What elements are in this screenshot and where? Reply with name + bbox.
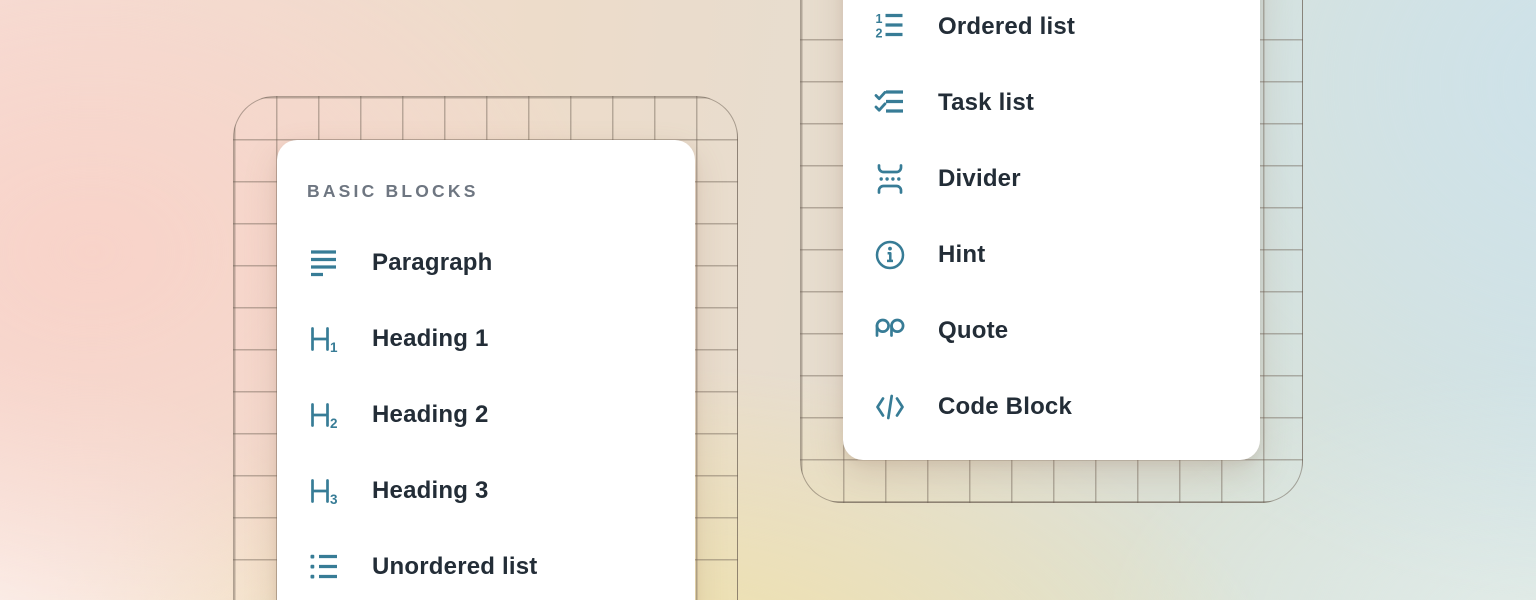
heading-2-icon: 2 <box>307 398 341 432</box>
menu-item[interactable]: 1 Heading 1 <box>277 301 695 377</box>
unordered-list-icon <box>307 550 341 584</box>
menu-item-label: Hint <box>938 241 986 268</box>
menu-item-label: Heading 1 <box>372 325 489 352</box>
heading-1-icon: 1 <box>307 322 341 356</box>
menu-item[interactable]: Divider <box>843 141 1260 217</box>
code-block-icon <box>873 390 907 424</box>
svg-text:2: 2 <box>330 416 338 431</box>
menu-item[interactable]: Hint <box>843 217 1260 293</box>
basic-blocks-menu: BASIC BLOCKS Paragraph 1 Heading 1 2 Hea… <box>277 140 695 600</box>
menu-item[interactable]: 3 Heading 3 <box>277 453 695 529</box>
section-title: BASIC BLOCKS <box>307 181 479 201</box>
svg-text:2: 2 <box>876 27 883 41</box>
menu-item-label: Quote <box>938 317 1009 344</box>
menu-list: Paragraph 1 Heading 1 2 Heading 2 3 Head… <box>277 225 695 600</box>
menu-item-label: Code Block <box>938 393 1073 420</box>
menu-item-label: Ordered list <box>938 13 1076 40</box>
menu-item-label: Heading 2 <box>372 401 489 428</box>
menu-item[interactable]: Unordered list <box>277 529 695 600</box>
menu-item[interactable]: Paragraph <box>277 225 695 301</box>
paragraph-icon <box>307 246 341 280</box>
menu-item[interactable]: Code Block <box>843 369 1260 445</box>
menu-item[interactable]: Quote <box>843 293 1260 369</box>
heading-3-icon: 3 <box>307 474 341 508</box>
menu-item-label: Divider <box>938 165 1021 192</box>
menu-item-label: Paragraph <box>372 249 493 276</box>
svg-text:3: 3 <box>330 492 338 507</box>
menu-item[interactable]: Task list <box>843 65 1260 141</box>
quote-icon <box>873 314 907 348</box>
menu-item-label: Unordered list <box>372 553 538 580</box>
svg-text:1: 1 <box>876 12 883 26</box>
divider-icon <box>873 162 907 196</box>
menu-item-label: Task list <box>938 89 1035 116</box>
svg-text:1: 1 <box>330 340 338 355</box>
menu-item-label: Heading 3 <box>372 477 489 504</box>
hint-icon <box>873 238 907 272</box>
menu-item[interactable]: 2 Heading 2 <box>277 377 695 453</box>
task-list-icon <box>873 86 907 120</box>
